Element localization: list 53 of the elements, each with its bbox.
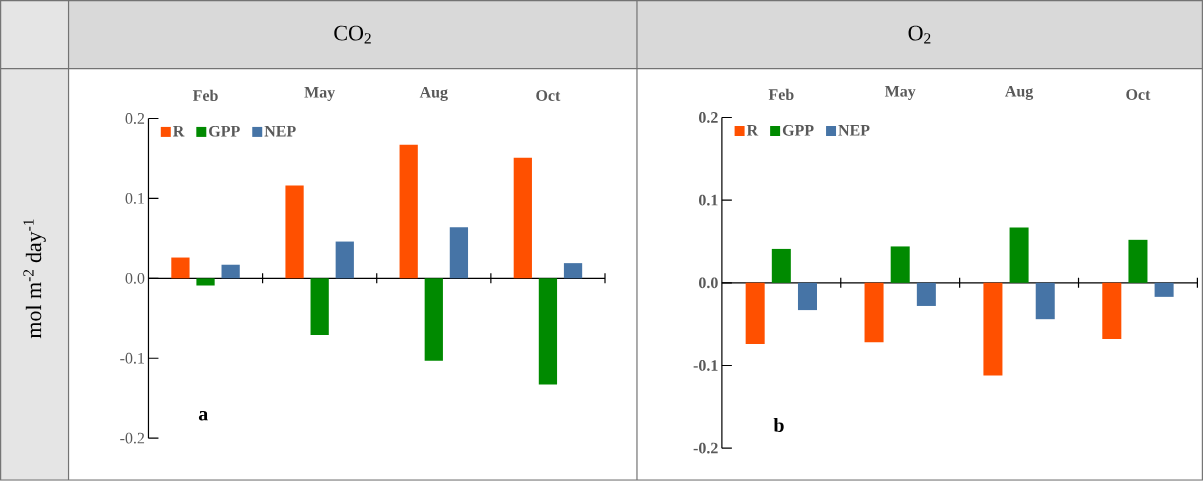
bar — [513, 157, 532, 279]
bar — [449, 227, 469, 279]
x-tick-label: May — [304, 87, 336, 102]
bar — [335, 241, 354, 279]
bar — [171, 257, 190, 279]
bar — [1035, 282, 1055, 320]
legend-label: GPP — [209, 126, 240, 137]
legend-label: R — [173, 126, 185, 137]
y-tick-label: -0.2 — [693, 442, 718, 454]
bar — [1128, 239, 1148, 283]
bar — [310, 278, 329, 336]
bar — [221, 264, 240, 279]
x-tick-label: Aug — [1005, 86, 1034, 101]
bar — [1154, 282, 1174, 297]
bar — [196, 278, 215, 286]
x-tick-label: Oct — [536, 90, 561, 102]
y-tick-label: 0.1 — [698, 194, 718, 206]
x-tick-label: Aug — [419, 87, 448, 102]
legend-label: NEP — [264, 126, 296, 137]
annotation: a — [198, 411, 208, 421]
bar — [563, 263, 583, 279]
x-tick-label: Feb — [768, 88, 794, 101]
bar — [538, 278, 558, 385]
y-axis-title: mol m$^{-2}$ day$^{-1}$ — [23, 219, 46, 339]
y-tick-label: 0.2 — [698, 112, 718, 124]
bar — [424, 278, 443, 361]
chart-title: O$_{2}$ — [908, 25, 931, 44]
legend-label: GPP — [782, 125, 814, 136]
y-tick-label: 0.1 — [125, 193, 144, 204]
x-tick-label: Feb — [192, 89, 218, 102]
y-tick-label: -0.2 — [120, 432, 145, 444]
bar — [1102, 282, 1122, 340]
y-tick-label: 0.2 — [125, 113, 145, 125]
x-tick-label: Oct — [1126, 89, 1151, 101]
chart-title: CO$_{2}$ — [334, 25, 371, 44]
bar — [797, 282, 817, 311]
legend-label: NEP — [838, 125, 870, 136]
bar — [771, 249, 791, 283]
y-tick-label: 0.0 — [698, 277, 718, 289]
legend-label: R — [746, 125, 759, 136]
bar — [864, 282, 884, 343]
bar — [285, 185, 304, 279]
annotation: b — [773, 418, 784, 433]
bar — [916, 282, 936, 307]
y-tick-label: -0.1 — [693, 360, 718, 372]
y-tick-label: 0.0 — [125, 273, 145, 284]
bar — [399, 144, 418, 279]
x-tick-label: May — [884, 86, 916, 101]
y-tick-label: -0.1 — [120, 352, 144, 364]
bar — [1009, 227, 1029, 283]
bar — [983, 282, 1003, 376]
bar — [890, 246, 910, 283]
bar — [745, 282, 765, 345]
